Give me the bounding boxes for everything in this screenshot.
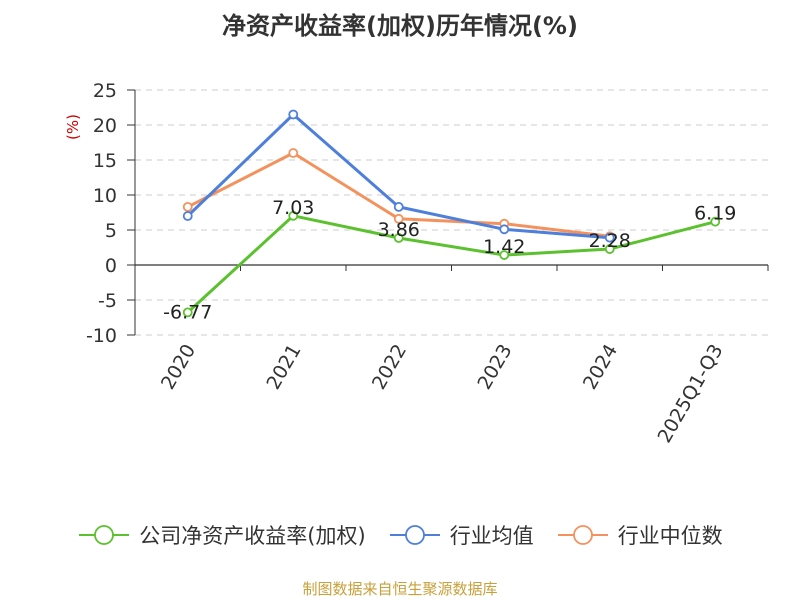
data-label: 1.42 bbox=[483, 236, 525, 258]
legend: 公司净资产收益率(加权) 行业均值 行业中位数 bbox=[0, 520, 800, 550]
series-line bbox=[186, 214, 716, 314]
legend-item[interactable]: 公司净资产收益率(加权) bbox=[77, 520, 366, 550]
data-point bbox=[288, 109, 299, 120]
legend-line-icon bbox=[79, 525, 130, 545]
data-point bbox=[393, 213, 404, 224]
legend-line-icon bbox=[557, 525, 608, 545]
data-point bbox=[288, 210, 299, 221]
legend-label: 行业均值 bbox=[449, 524, 534, 548]
data-point bbox=[499, 250, 510, 260]
y-tick-label: -10 bbox=[86, 325, 117, 347]
legend-label: 公司净资产收益率(加权) bbox=[139, 524, 366, 548]
y-axis-label: (%) bbox=[64, 114, 82, 140]
data-point bbox=[288, 148, 299, 158]
data-point bbox=[182, 201, 193, 212]
data-label: 2.28 bbox=[589, 230, 631, 252]
data-label: 7.03 bbox=[272, 197, 314, 219]
chart-title: 净资产收益率(加权)历年情况(%) bbox=[222, 12, 578, 40]
x-tick-label: 2023 bbox=[473, 341, 516, 394]
data-point bbox=[182, 211, 193, 221]
data-label: 3.86 bbox=[378, 219, 420, 241]
data-label: -6.77 bbox=[163, 301, 212, 323]
x-tick-label: 2024 bbox=[579, 341, 622, 394]
legend-label: 行业中位数 bbox=[617, 524, 723, 548]
data-point bbox=[710, 216, 721, 227]
x-tick-label: 2022 bbox=[368, 341, 411, 394]
data-label: 6.19 bbox=[694, 203, 736, 225]
data-point bbox=[182, 307, 193, 318]
y-tick-label: 20 bbox=[93, 115, 117, 137]
grid-layer bbox=[135, 89, 768, 336]
data-point bbox=[499, 224, 510, 235]
x-tick-label: 2021 bbox=[262, 341, 305, 394]
axis-layer: 25 20 15 10 5 0 -5 -10 2020 2021 2022 2023 2024 2025Q… bbox=[86, 80, 769, 447]
y-tick-label: -5 bbox=[98, 290, 117, 312]
y-tick-label: 5 bbox=[105, 220, 117, 242]
legend-line-icon bbox=[389, 525, 440, 545]
data-point bbox=[393, 233, 404, 243]
label-layer: -6.77 7.03 3.86 1.42 2.28 6.19 bbox=[163, 197, 736, 324]
legend-item[interactable]: 行业均值 bbox=[388, 520, 534, 550]
data-point bbox=[604, 244, 615, 254]
y-tick-label: 15 bbox=[93, 150, 117, 172]
source-note: 制图数据来自恒生聚源数据库 bbox=[302, 580, 498, 598]
series-layer bbox=[182, 109, 721, 318]
data-point bbox=[604, 232, 615, 243]
y-tick-label: 0 bbox=[105, 255, 117, 277]
y-tick-label: 25 bbox=[93, 80, 117, 102]
x-tick-label: 2025Q1-Q3 bbox=[654, 341, 728, 447]
data-point bbox=[393, 201, 404, 212]
legend-item[interactable]: 行业中位数 bbox=[556, 520, 723, 550]
y-tick-label: 10 bbox=[93, 185, 117, 207]
x-tick-label: 2020 bbox=[157, 341, 200, 394]
